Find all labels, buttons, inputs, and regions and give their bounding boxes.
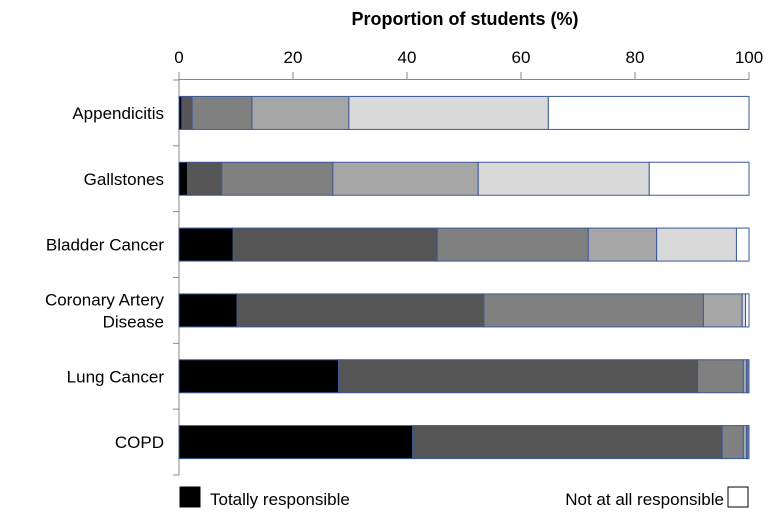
bar-segment [178, 425, 414, 460]
bar-segment [236, 293, 485, 328]
x-axis-title: Proportion of students (%) [352, 9, 579, 29]
legend-swatch-not-at-all-responsible [727, 486, 749, 508]
bar-segment [747, 425, 750, 460]
bar-segment [477, 161, 650, 196]
bar-segment [178, 359, 340, 394]
bar-segment [741, 293, 747, 328]
category-label-line: Lung Cancer [67, 367, 165, 386]
bar-segment [735, 227, 750, 262]
x-tick-label-20: 20 [284, 48, 303, 67]
bar-segment [178, 161, 189, 196]
bars [178, 95, 750, 460]
bar-segment [483, 293, 704, 328]
bar-segment [191, 95, 253, 130]
x-tick-label-40: 40 [398, 48, 417, 67]
x-tick-label-100: 100 [735, 48, 763, 67]
category-label: Coronary Artery Disease [45, 290, 165, 331]
category-label: Bladder Cancer [46, 236, 164, 255]
bar-segment [742, 425, 748, 460]
axes: 0 20 40 60 80 100 [173, 48, 763, 476]
bar-segment [721, 425, 744, 460]
bar-segment [251, 95, 350, 130]
category-labels: Appendicitis Gallstones Bladder Cancer Coro… [45, 104, 165, 452]
bar-segment [436, 227, 589, 262]
legend: Totally responsible Not at all responsib… [179, 486, 749, 509]
x-tick-label-0: 0 [174, 48, 183, 67]
bar-segment [587, 227, 658, 262]
bar-segment [648, 161, 750, 196]
category-label: Gallstones [84, 170, 164, 189]
bar-segment [348, 95, 549, 130]
category-label: COPD [115, 433, 164, 452]
category-label-line: Gallstones [84, 170, 164, 189]
bar-segment [412, 425, 723, 460]
bar-segment [745, 293, 750, 328]
legend-label-not-at-all-responsible: Not at all responsible [565, 490, 724, 509]
category-label-line: Disease [103, 312, 164, 331]
category-label-line: Appendicitis [72, 104, 164, 123]
category-label-line: Bladder Cancer [46, 236, 164, 255]
category-label: Lung Cancer [67, 367, 165, 386]
bar-segment [547, 95, 750, 130]
bar-segment [747, 359, 750, 394]
legend-label-totally-responsible: Totally responsible [210, 490, 350, 509]
legend-swatch-totally-responsible [179, 486, 201, 508]
bar-segment [742, 359, 748, 394]
x-tick-label-80: 80 [626, 48, 645, 67]
bar-segment [232, 227, 438, 262]
bar-segment [697, 359, 744, 394]
category-label: Appendicitis [72, 104, 164, 123]
x-tick-label-60: 60 [512, 48, 531, 67]
bar-segment [702, 293, 743, 328]
bar-segment [178, 227, 234, 262]
bar-segment [221, 161, 334, 196]
bar-segment [332, 161, 479, 196]
category-label-line: Coronary Artery [45, 290, 165, 309]
bar-segment [656, 227, 737, 262]
category-label-line: COPD [115, 433, 164, 452]
bar-segment [187, 161, 223, 196]
bar-segment [181, 95, 193, 130]
bar-segment [178, 293, 238, 328]
bar-segment [338, 359, 699, 394]
